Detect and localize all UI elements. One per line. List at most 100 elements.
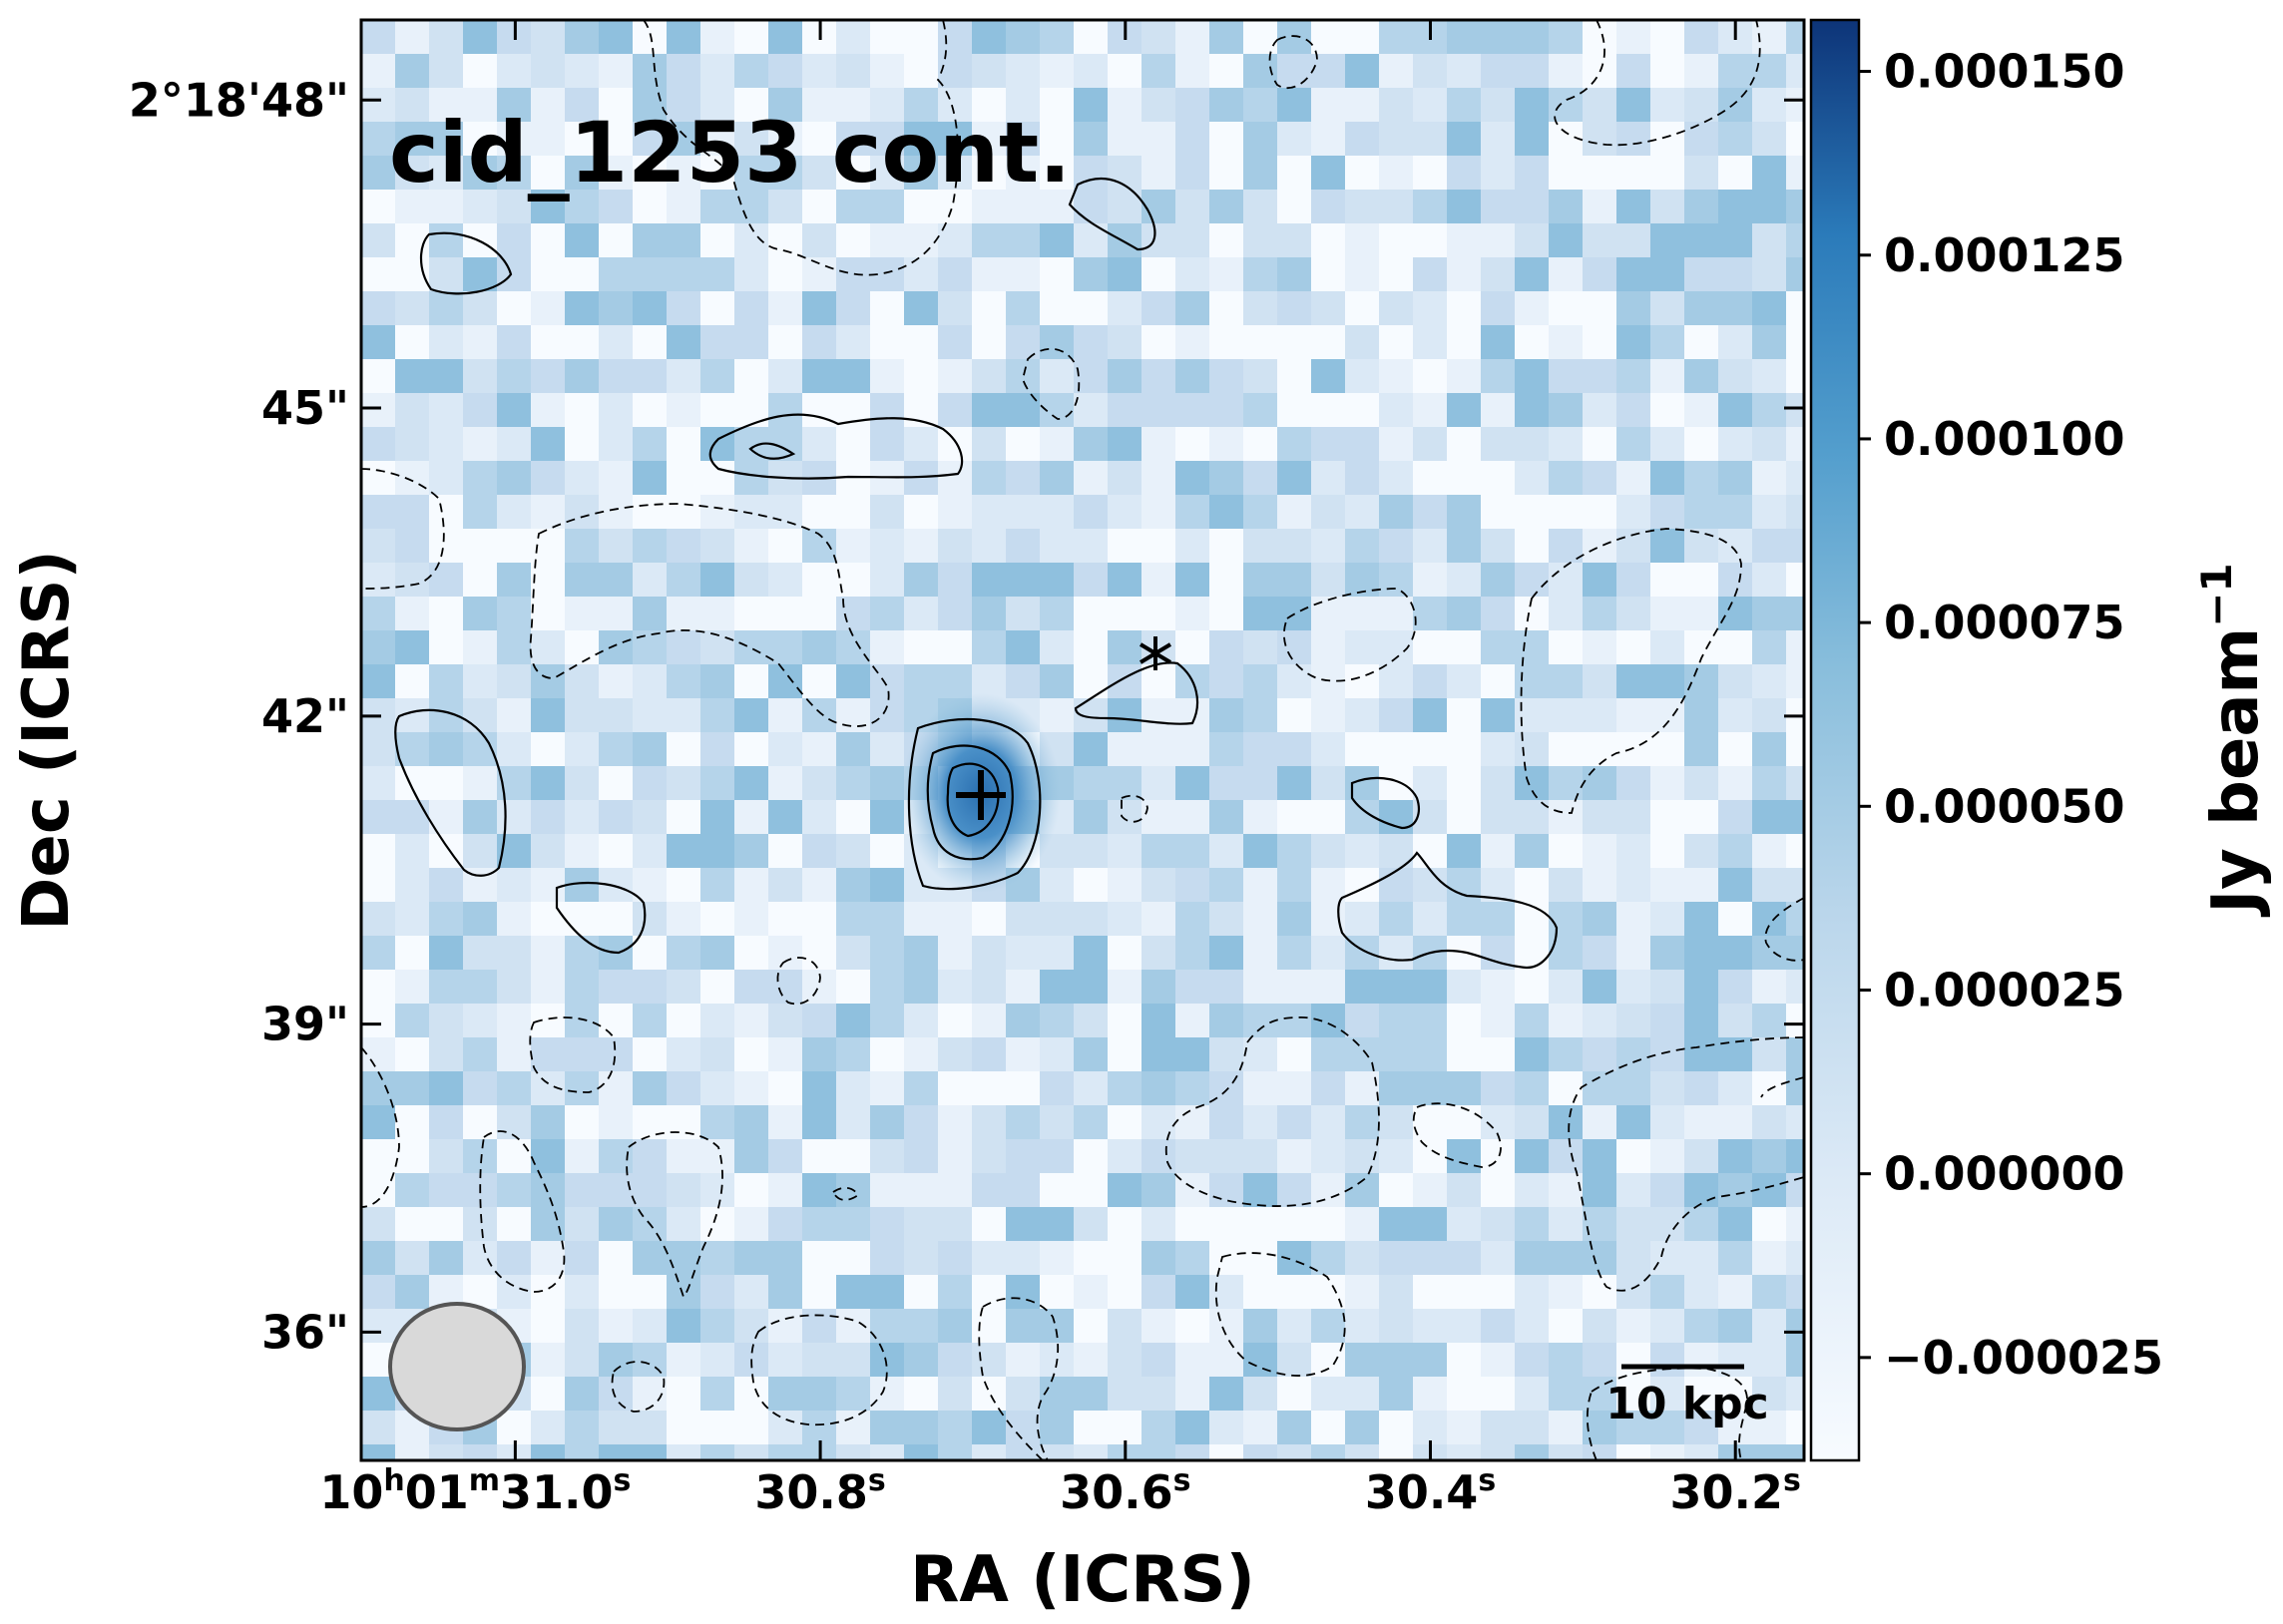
noise-pixel <box>1243 1444 1278 1460</box>
map-title: cid_1253 cont. <box>389 104 1071 202</box>
noise-pixel <box>531 1444 566 1460</box>
noise-pixel <box>1616 122 1651 157</box>
noise-pixel <box>1752 1343 1787 1378</box>
noise-pixel <box>599 597 634 631</box>
noise-pixel <box>1515 122 1550 157</box>
noise-pixel <box>1481 1037 1516 1072</box>
noise-pixel <box>700 1004 735 1038</box>
noise-pixel <box>836 223 871 258</box>
noise-pixel <box>1684 1343 1719 1378</box>
noise-pixel <box>870 597 905 631</box>
noise-pixel <box>361 427 396 462</box>
noise-pixel <box>938 359 973 394</box>
noise-pixel <box>429 1071 464 1106</box>
noise-pixel <box>633 800 668 835</box>
noise-pixel <box>565 1173 600 1208</box>
noise-pixel <box>633 1071 668 1106</box>
noise-pixel <box>1006 1037 1041 1072</box>
noise-pixel <box>870 1105 905 1140</box>
noise-pixel <box>667 190 701 224</box>
noise-pixel <box>1684 393 1719 428</box>
noise-pixel <box>1515 936 1550 971</box>
noise-pixel <box>633 122 668 157</box>
noise-pixel <box>1243 698 1278 733</box>
noise-pixel <box>599 1377 634 1412</box>
noise-pixel <box>1786 1309 1804 1344</box>
noise-pixel <box>1616 936 1651 971</box>
noise-pixel <box>1243 1411 1278 1445</box>
noise-pixel <box>1108 664 1142 699</box>
noise-pixel <box>938 597 973 631</box>
noise-pixel <box>1718 1309 1753 1344</box>
noise-pixel <box>768 834 803 869</box>
noise-pixel <box>870 970 905 1005</box>
noise-pixel <box>1040 529 1075 564</box>
noise-pixel <box>599 1004 634 1038</box>
noise-pixel <box>1447 1207 1482 1242</box>
noise-pixel <box>1040 257 1075 292</box>
noise-pixel <box>599 1309 634 1344</box>
noise-pixel <box>700 1037 735 1072</box>
noise-pixel <box>395 766 430 801</box>
noise-pixel <box>1379 732 1414 767</box>
noise-pixel <box>531 936 566 971</box>
noise-pixel <box>904 122 939 157</box>
noise-pixel <box>1108 1105 1142 1140</box>
noise-pixel <box>1515 630 1550 665</box>
noise-pixel <box>1549 970 1584 1005</box>
noise-pixel <box>1311 257 1346 292</box>
noise-pixel <box>1311 1343 1346 1378</box>
noise-pixel <box>1277 223 1312 258</box>
noise-pixel <box>1515 325 1550 360</box>
noise-pixel <box>1684 1309 1719 1344</box>
noise-pixel <box>1345 1105 1380 1140</box>
noise-pixel <box>1481 597 1516 631</box>
noise-pixel <box>700 597 735 631</box>
noise-pixel <box>1650 732 1685 767</box>
noise-pixel <box>497 359 532 394</box>
noise-pixel <box>497 122 532 157</box>
noise-pixel <box>1413 427 1448 462</box>
noise-pixel <box>1413 1173 1448 1208</box>
noise-pixel <box>1175 1241 1210 1276</box>
noise-pixel <box>1142 1241 1176 1276</box>
noise-pixel <box>1684 1444 1719 1460</box>
noise-pixel <box>734 393 769 428</box>
noise-pixel <box>1040 664 1075 699</box>
noise-pixel <box>1209 529 1244 564</box>
noise-pixel <box>1413 156 1448 191</box>
noise-pixel <box>361 732 396 767</box>
noise-pixel <box>1650 1411 1685 1445</box>
noise-pixel <box>565 563 600 598</box>
noise-pixel <box>1515 461 1550 496</box>
noise-pixel <box>463 291 498 326</box>
noise-pixel <box>429 393 464 428</box>
noise-pixel <box>667 597 701 631</box>
noise-pixel-grid <box>361 20 1804 1460</box>
noise-pixel <box>1413 1343 1448 1378</box>
noise-pixel <box>768 1037 803 1072</box>
noise-pixel <box>1515 54 1550 89</box>
positive-contour <box>1350 776 1420 830</box>
noise-pixel <box>870 495 905 530</box>
noise-pixel <box>1786 597 1804 631</box>
noise-pixel <box>361 393 396 428</box>
noise-pixel <box>1074 597 1109 631</box>
noise-pixel <box>565 902 600 937</box>
noise-pixel <box>565 190 600 224</box>
noise-pixel <box>1108 1071 1142 1106</box>
noise-pixel <box>429 1139 464 1174</box>
noise-pixel <box>667 970 701 1005</box>
noise-pixel <box>1074 732 1109 767</box>
noise-pixel <box>1786 427 1804 462</box>
noise-pixel <box>870 1377 905 1412</box>
noise-pixel <box>836 630 871 665</box>
noise-pixel <box>734 291 769 326</box>
noise-pixel <box>565 970 600 1005</box>
noise-pixel <box>1379 630 1414 665</box>
noise-pixel <box>1277 393 1312 428</box>
noise-pixel <box>395 1207 430 1242</box>
noise-pixel <box>1616 766 1651 801</box>
noise-pixel <box>1074 291 1109 326</box>
noise-pixel <box>361 257 396 292</box>
